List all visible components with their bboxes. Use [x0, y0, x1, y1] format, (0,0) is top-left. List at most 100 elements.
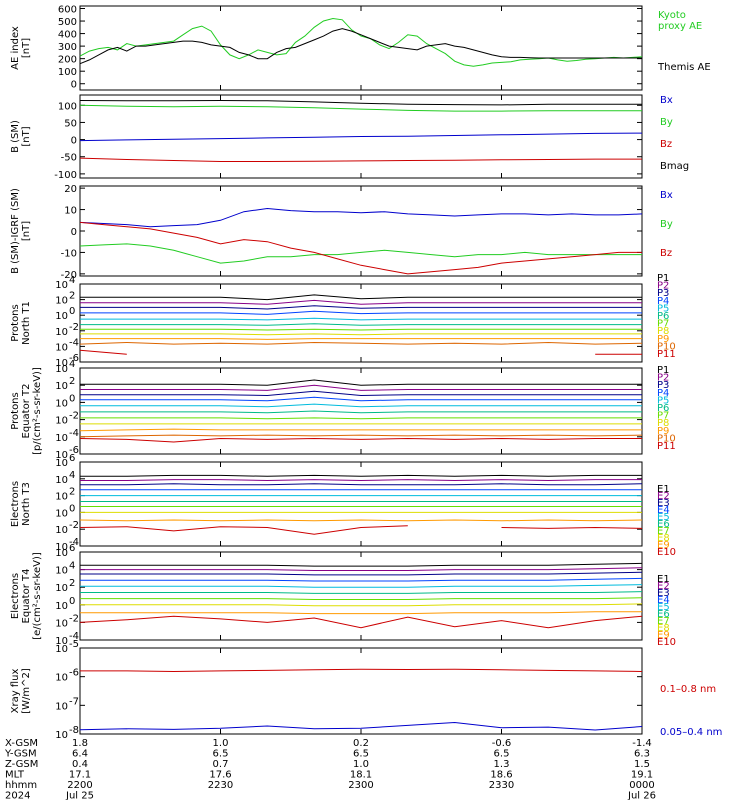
legend-entry: P11: [657, 441, 676, 452]
footer-value: -1.4: [632, 738, 652, 749]
y-tick-label: 10: [55, 542, 68, 553]
legend-entry: E2: [657, 581, 670, 592]
footer-value: 0.4: [72, 759, 88, 770]
legend-entry: E10: [657, 547, 676, 558]
footer-value: 6.5: [494, 749, 510, 760]
y-tick-exponent: -6: [69, 353, 79, 364]
legend-entry: P2: [657, 281, 669, 292]
footer-value: 0.2: [353, 738, 369, 749]
y-tick-label: 10: [55, 673, 68, 684]
footer-value: 1.5: [634, 759, 650, 770]
y-tick-label: 10: [55, 296, 68, 307]
y-axis-label-line: AE index: [10, 26, 21, 70]
legend-entry: P1: [657, 365, 669, 376]
y-tick-exponent: 0: [69, 393, 75, 404]
legend-entry: E4: [657, 595, 670, 606]
y-axis-label-line: [nT]: [21, 126, 32, 146]
legend-entry: E7: [657, 526, 670, 537]
y-tick-label: 600: [58, 5, 77, 16]
y-axis-label-line: B (SM): [10, 120, 21, 153]
series-line: [79, 525, 643, 535]
series-line: [80, 474, 642, 477]
legend-entry: E1: [657, 484, 670, 495]
y-tick-label: 500: [58, 17, 77, 28]
y-tick-label: 200: [58, 55, 77, 66]
series-line: [79, 434, 643, 438]
plot-frame: [79, 283, 643, 363]
series-line: [79, 207, 643, 228]
series-line: [79, 28, 642, 65]
y-tick-exponent: 4: [69, 275, 75, 286]
legend-entry: Bz: [660, 248, 672, 259]
y-tick-label: 10: [55, 508, 68, 519]
legend-entry: P8: [657, 326, 669, 337]
legend-entry: P5: [657, 303, 669, 314]
series-line: [80, 562, 643, 567]
series-line: [80, 396, 642, 402]
footer-row-label: 2024: [5, 791, 30, 800]
series-line: [79, 132, 643, 142]
footer-value: 18.6: [490, 770, 512, 781]
y-tick-exponent: -2: [69, 411, 79, 422]
legend-entry: E6: [657, 609, 670, 620]
legend-entry: proxy AE: [658, 21, 702, 32]
series-line: [80, 390, 642, 397]
series-line: [80, 603, 643, 607]
legend-entry: Kyoto: [658, 10, 686, 21]
y-tick-label: 10: [55, 327, 68, 338]
series-line: [79, 349, 642, 355]
legend-entry: P10: [657, 433, 676, 444]
legend-entry: E6: [657, 519, 670, 530]
y-tick-label: 10: [55, 548, 68, 559]
y-tick-label: -10: [61, 248, 77, 259]
legend-entry: E8: [657, 533, 670, 544]
legend-entry: E9: [657, 540, 670, 551]
series-line: [80, 567, 643, 571]
y-axis-label-line: Equator T4: [21, 569, 32, 624]
series-line: [79, 17, 643, 67]
y-tick-exponent: -2: [69, 520, 79, 531]
y-tick-exponent: -4: [69, 537, 79, 548]
legend-entry: Bmag: [660, 161, 689, 172]
legend-entry: P7: [657, 411, 669, 422]
y-tick-exponent: -5: [69, 639, 79, 650]
legend-entry: Bz: [660, 139, 672, 150]
series-line: [79, 221, 642, 275]
series-line: [80, 328, 642, 331]
y-tick-label: -100: [54, 170, 77, 181]
footer-value: 2230: [208, 780, 233, 791]
y-tick-exponent: 2: [69, 291, 75, 302]
y-tick-exponent: 4: [69, 561, 75, 572]
footer-row-label: MLT: [5, 770, 25, 781]
series-line: [80, 305, 642, 310]
y-tick-label: 10: [64, 206, 77, 217]
y-tick-label: 10: [55, 583, 68, 594]
footer-value: 6.3: [634, 749, 650, 760]
footer-value: 18.1: [350, 770, 372, 781]
y-tick-exponent: 6: [69, 543, 75, 554]
y-tick-exponent: 2: [69, 376, 75, 387]
y-axis-label-line: North T3: [21, 482, 32, 526]
footer-value: 1.0: [353, 759, 369, 770]
y-tick-label: 10: [55, 525, 68, 536]
y-tick-label: 10: [55, 458, 68, 469]
y-tick-exponent: 4: [69, 359, 75, 370]
series-line: [80, 584, 643, 588]
series-line: [80, 668, 643, 673]
y-tick-exponent: -4: [69, 337, 79, 348]
footer-value: Jul 25: [65, 791, 94, 800]
series-line: [79, 437, 642, 443]
series-line: [79, 519, 643, 522]
legend-entry: 0.05–0.4 nm: [660, 727, 722, 738]
series-line: [80, 611, 642, 615]
series-line: [80, 483, 643, 486]
y-axis-label-line: [nT]: [21, 38, 32, 58]
y-tick-exponent: 2: [69, 578, 75, 589]
legend-entry: P9: [657, 334, 669, 345]
y-tick-label: 10: [55, 644, 68, 655]
y-tick-exponent: -8: [69, 725, 79, 736]
series-line: [80, 379, 642, 386]
series-line: [80, 333, 642, 336]
series-line: [80, 597, 643, 600]
